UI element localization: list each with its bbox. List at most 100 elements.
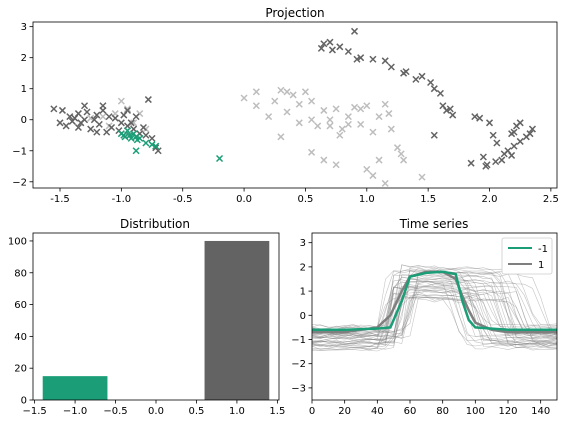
x-tick-label: 2.5: [543, 194, 559, 205]
x-tick-label: −0.5: [103, 406, 127, 417]
marker-stroke: [74, 123, 82, 132]
y-tick-label: −3: [291, 383, 306, 394]
marker-stroke: [320, 106, 328, 114]
scatter-point-dark: [326, 38, 334, 46]
marker-stroke: [120, 131, 128, 139]
marker-stroke: [123, 106, 132, 114]
scatter-point-light: [385, 110, 393, 118]
marker-stroke: [375, 156, 383, 164]
scatter-point-dark: [74, 123, 82, 132]
scatter-point-dark: [81, 102, 89, 110]
marker-stroke: [81, 102, 89, 110]
scatter-point-dark: [369, 55, 377, 63]
marker-stroke: [132, 133, 140, 141]
x-tick-label: -1.0: [112, 194, 132, 205]
scatter-point-dark: [508, 151, 516, 159]
marker-stroke: [412, 75, 420, 83]
x-tick-label: 0.0: [236, 194, 252, 205]
x-tick-label: 1.5: [269, 406, 285, 417]
scatter-point-dark: [74, 110, 82, 118]
scatter-point-dark: [446, 105, 454, 113]
scatter-point-light: [332, 105, 340, 113]
scatter-point-dark: [492, 158, 500, 166]
marker-stroke: [344, 120, 352, 128]
scatter-point-light: [320, 156, 328, 164]
scatter-point-light: [117, 97, 125, 105]
timeseries-x-axis: 0 20 40 60 80 100 120 140: [309, 400, 550, 417]
scatter-point-dark: [430, 85, 438, 93]
marker-stroke: [336, 131, 344, 139]
marker-stroke: [387, 63, 395, 71]
marker-stroke: [308, 116, 316, 124]
scatter-point-light: [350, 103, 359, 111]
scatter-point-dark: [108, 123, 116, 132]
scatter-point-dark: [328, 46, 336, 54]
marker-stroke: [142, 139, 150, 147]
distribution-title: Distribution: [120, 217, 190, 231]
marker-stroke: [317, 44, 325, 52]
marker-stroke: [332, 161, 340, 169]
marker-stroke: [301, 88, 309, 96]
scatter-point-dark: [516, 119, 524, 127]
marker-stroke: [510, 128, 518, 136]
marker-stroke: [397, 150, 405, 158]
marker-stroke: [350, 103, 359, 111]
marker-stroke: [387, 125, 395, 133]
marker-stroke: [50, 105, 58, 113]
background-trace: [312, 281, 557, 344]
marker-stroke: [418, 173, 426, 181]
scatter-point-light: [271, 97, 279, 105]
projection-y-axis: −2 −1 0 1 2 3: [12, 22, 33, 188]
scatter-point-dark: [99, 102, 107, 110]
marker-stroke: [87, 114, 95, 122]
marker-stroke: [446, 105, 454, 113]
scatter-point-dark: [66, 113, 74, 121]
projection-panel: Projection -1.5 -1.0 -0.5 0.0 0.5 1.0 1.5 2.0 2.…: [12, 6, 559, 205]
marker-stroke: [117, 119, 125, 127]
scatter-point-dark: [123, 106, 132, 114]
background-trace: [312, 293, 557, 350]
background-trace: [312, 276, 557, 336]
marker-stroke: [479, 153, 487, 161]
marker-stroke: [148, 141, 156, 149]
marker-stroke: [127, 134, 135, 142]
scatter-point-highlight: [120, 131, 128, 139]
scatter-point-dark: [381, 57, 389, 65]
marker-stroke: [332, 105, 340, 113]
background-trace: [312, 283, 557, 339]
scatter-point-dark: [357, 54, 365, 62]
marker-stroke: [314, 122, 322, 130]
scatter-point-dark: [111, 114, 119, 122]
projection-title: Projection: [265, 6, 324, 20]
marker-stroke: [308, 97, 316, 105]
scatter-point-light: [418, 173, 426, 181]
scatter-point-dark: [510, 128, 518, 136]
x-tick-label: 0.5: [189, 406, 205, 417]
marker-stroke: [485, 119, 494, 127]
scatter-point-light: [381, 179, 389, 187]
scatter-point-dark: [467, 159, 475, 167]
x-tick-label: 60: [404, 406, 417, 417]
background-trace: [312, 274, 557, 335]
marker-stroke: [154, 147, 162, 155]
marker-stroke: [449, 111, 457, 119]
marker-stroke: [369, 172, 377, 180]
background-trace: [312, 276, 557, 347]
scatter-point-light: [277, 133, 285, 141]
scatter-point-light: [308, 148, 316, 156]
scatter-point-dark: [320, 40, 328, 48]
marker-stroke: [93, 128, 101, 136]
scatter-point-dark: [83, 108, 91, 116]
marker-stroke: [139, 123, 147, 132]
marker-stroke: [357, 120, 365, 128]
marker-stroke: [489, 131, 497, 139]
marker-stroke: [402, 68, 410, 76]
scatter-point-dark: [117, 119, 125, 127]
scatter-point-light: [326, 122, 334, 130]
timeseries-background-lines: [312, 264, 557, 352]
y-tick-label: 3: [300, 238, 306, 249]
scatter-point-dark: [387, 63, 395, 71]
scatter-point-light: [375, 156, 383, 164]
x-tick-label: 0: [309, 406, 315, 417]
scatter-point-light: [375, 113, 383, 121]
